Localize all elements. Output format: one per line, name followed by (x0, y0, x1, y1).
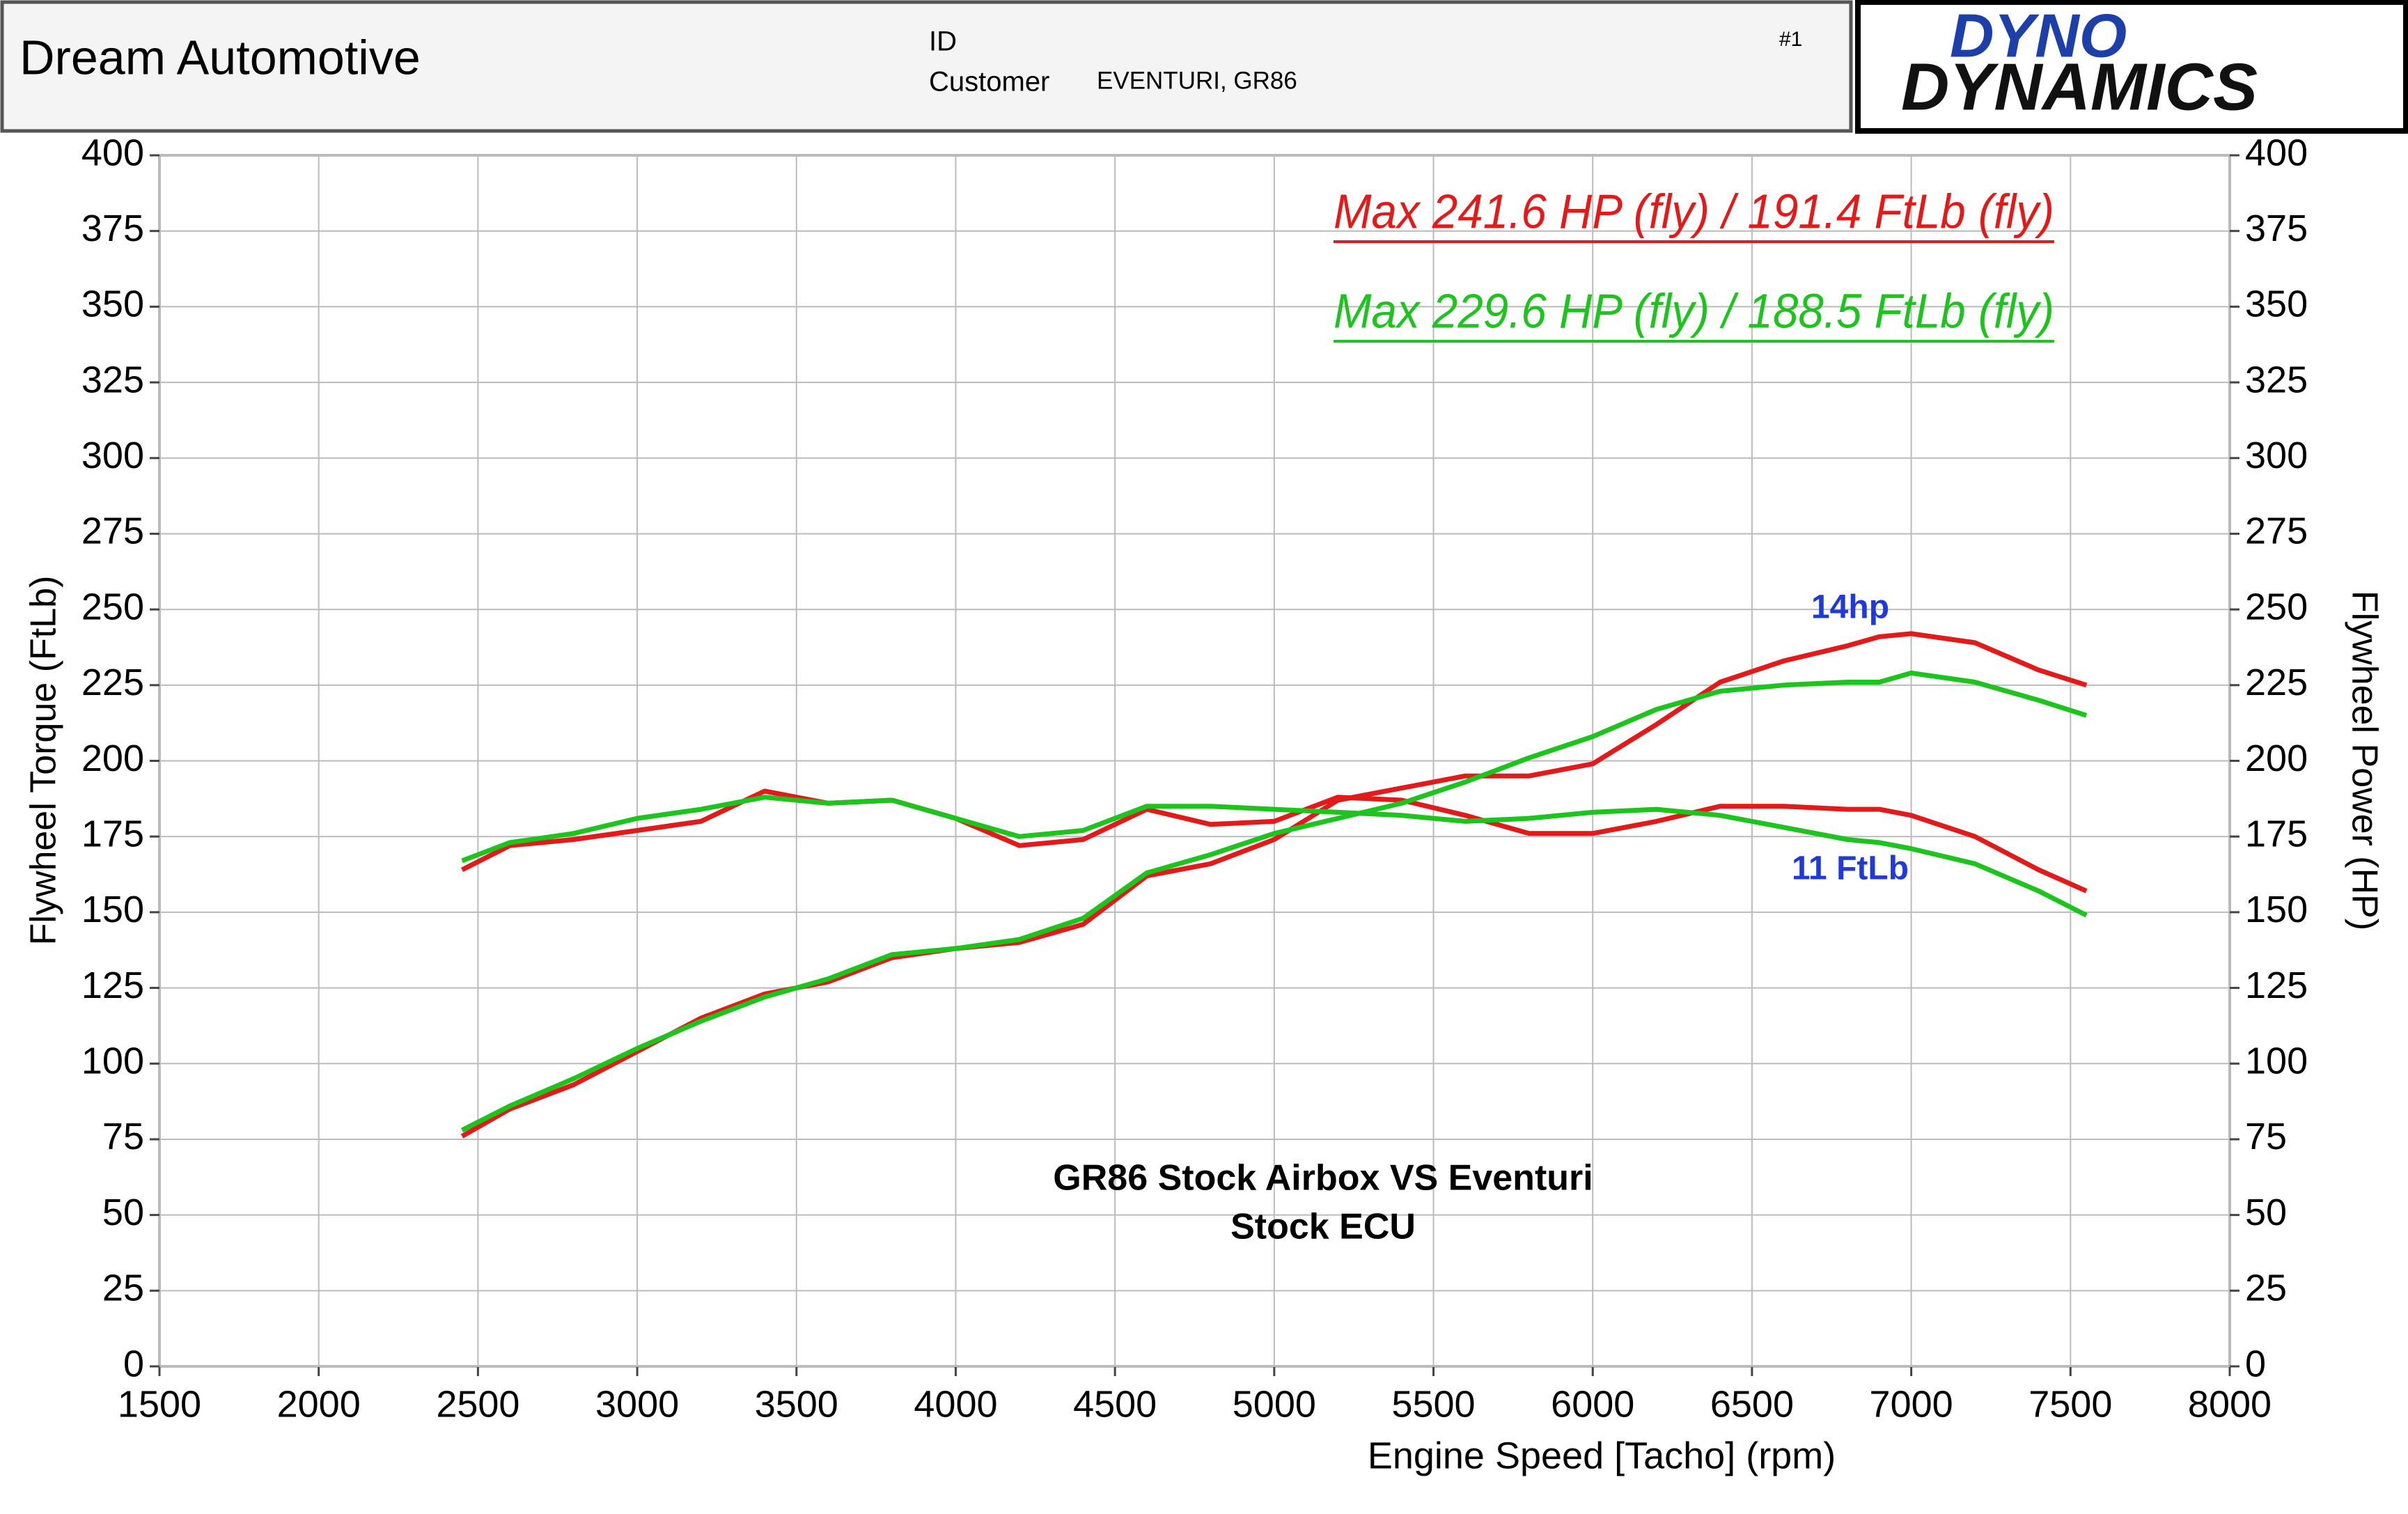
y2-tick-label: 0 (2245, 1343, 2266, 1384)
x-tick-label: 3000 (595, 1383, 679, 1425)
annotation: Stock ECU (1230, 1207, 1416, 1247)
y2-tick-label: 125 (2245, 965, 2308, 1006)
customer: EVENTURI, GR86 (1097, 67, 1297, 94)
y-tick-label: 300 (81, 435, 144, 476)
annotation: 11 FtLb (1792, 850, 1909, 887)
y2-tick-label: 50 (2245, 1192, 2287, 1233)
x-tick-label: 3500 (755, 1383, 838, 1425)
customer-label: Customer (929, 67, 1049, 97)
x-tick-label: 6500 (1710, 1383, 1794, 1425)
x-tick-label: 8000 (2188, 1383, 2272, 1425)
y-tick-label: 150 (81, 889, 144, 930)
y-tick-label: 250 (81, 586, 144, 627)
y-axis-label: Flywheel Torque (FtLb) (24, 576, 64, 946)
y2-axis-label: Flywheel Power (HP) (2344, 591, 2384, 930)
y-tick-label: 0 (123, 1343, 144, 1384)
series-line (460, 631, 2088, 1139)
x-tick-label: 2000 (277, 1383, 361, 1425)
y-tick-label: 200 (81, 738, 144, 779)
run-number: #1 (1779, 28, 1802, 51)
y2-tick-label: 400 (2245, 132, 2308, 173)
legend-entry: Max 241.6 HP (fly) / 191.4 FtLb (fly) (1334, 184, 2054, 238)
y-tick-label: 325 (81, 359, 144, 400)
y-tick-label: 350 (81, 283, 144, 325)
annotation: 14hp (1811, 589, 1889, 626)
logo-top: DYNO (1950, 1, 2127, 70)
y-tick-label: 375 (81, 208, 144, 249)
y2-tick-label: 100 (2245, 1040, 2308, 1082)
x-tick-label: 5000 (1233, 1383, 1316, 1425)
x-axis-label: Engine Speed [Tacho] (rpm) (1368, 1435, 1836, 1476)
id-label: ID (929, 26, 957, 57)
y-tick-label: 50 (102, 1192, 144, 1233)
logo-box (1855, 0, 2408, 134)
x-tick-label: 4500 (1073, 1383, 1157, 1425)
series-line (460, 670, 2088, 1133)
y2-tick-label: 350 (2245, 283, 2308, 325)
y-tick-label: 100 (81, 1040, 144, 1082)
y2-tick-label: 275 (2245, 510, 2308, 552)
y-tick-label: 75 (102, 1116, 144, 1157)
x-tick-label: 6000 (1551, 1383, 1634, 1425)
y-tick-label: 175 (81, 813, 144, 854)
company: Dream Automotive (19, 30, 421, 84)
legend-entry: Max 229.6 HP (fly) / 188.5 FtLb (fly) (1334, 283, 2054, 338)
y2-tick-label: 300 (2245, 435, 2308, 476)
series-line (461, 795, 2088, 918)
y2-tick-label: 225 (2245, 662, 2308, 703)
y-tick-label: 400 (81, 132, 144, 173)
logo-bottom: DYNAMICS (1901, 49, 2258, 124)
y2-tick-label: 175 (2245, 813, 2308, 854)
x-tick-label: 7500 (2028, 1383, 2112, 1425)
annotation: GR86 Stock Airbox VS Eventuri (1053, 1158, 1593, 1199)
x-tick-label: 4000 (914, 1383, 997, 1425)
x-tick-label: 7000 (1870, 1383, 1953, 1425)
x-tick-label: 5500 (1391, 1383, 1475, 1425)
y2-tick-label: 25 (2245, 1267, 2287, 1309)
y2-tick-label: 75 (2245, 1116, 2287, 1157)
y2-tick-label: 200 (2245, 738, 2308, 779)
x-tick-label: 2500 (436, 1383, 519, 1425)
header-box (0, 0, 1853, 133)
y-tick-label: 125 (81, 965, 144, 1006)
x-tick-label: 1500 (118, 1383, 201, 1425)
y2-tick-label: 150 (2245, 889, 2308, 930)
y-tick-label: 275 (81, 510, 144, 552)
y2-tick-label: 325 (2245, 359, 2308, 400)
y2-tick-label: 250 (2245, 586, 2308, 627)
y-tick-label: 225 (81, 662, 144, 703)
y-tick-label: 25 (102, 1267, 144, 1309)
y2-tick-label: 375 (2245, 208, 2308, 249)
